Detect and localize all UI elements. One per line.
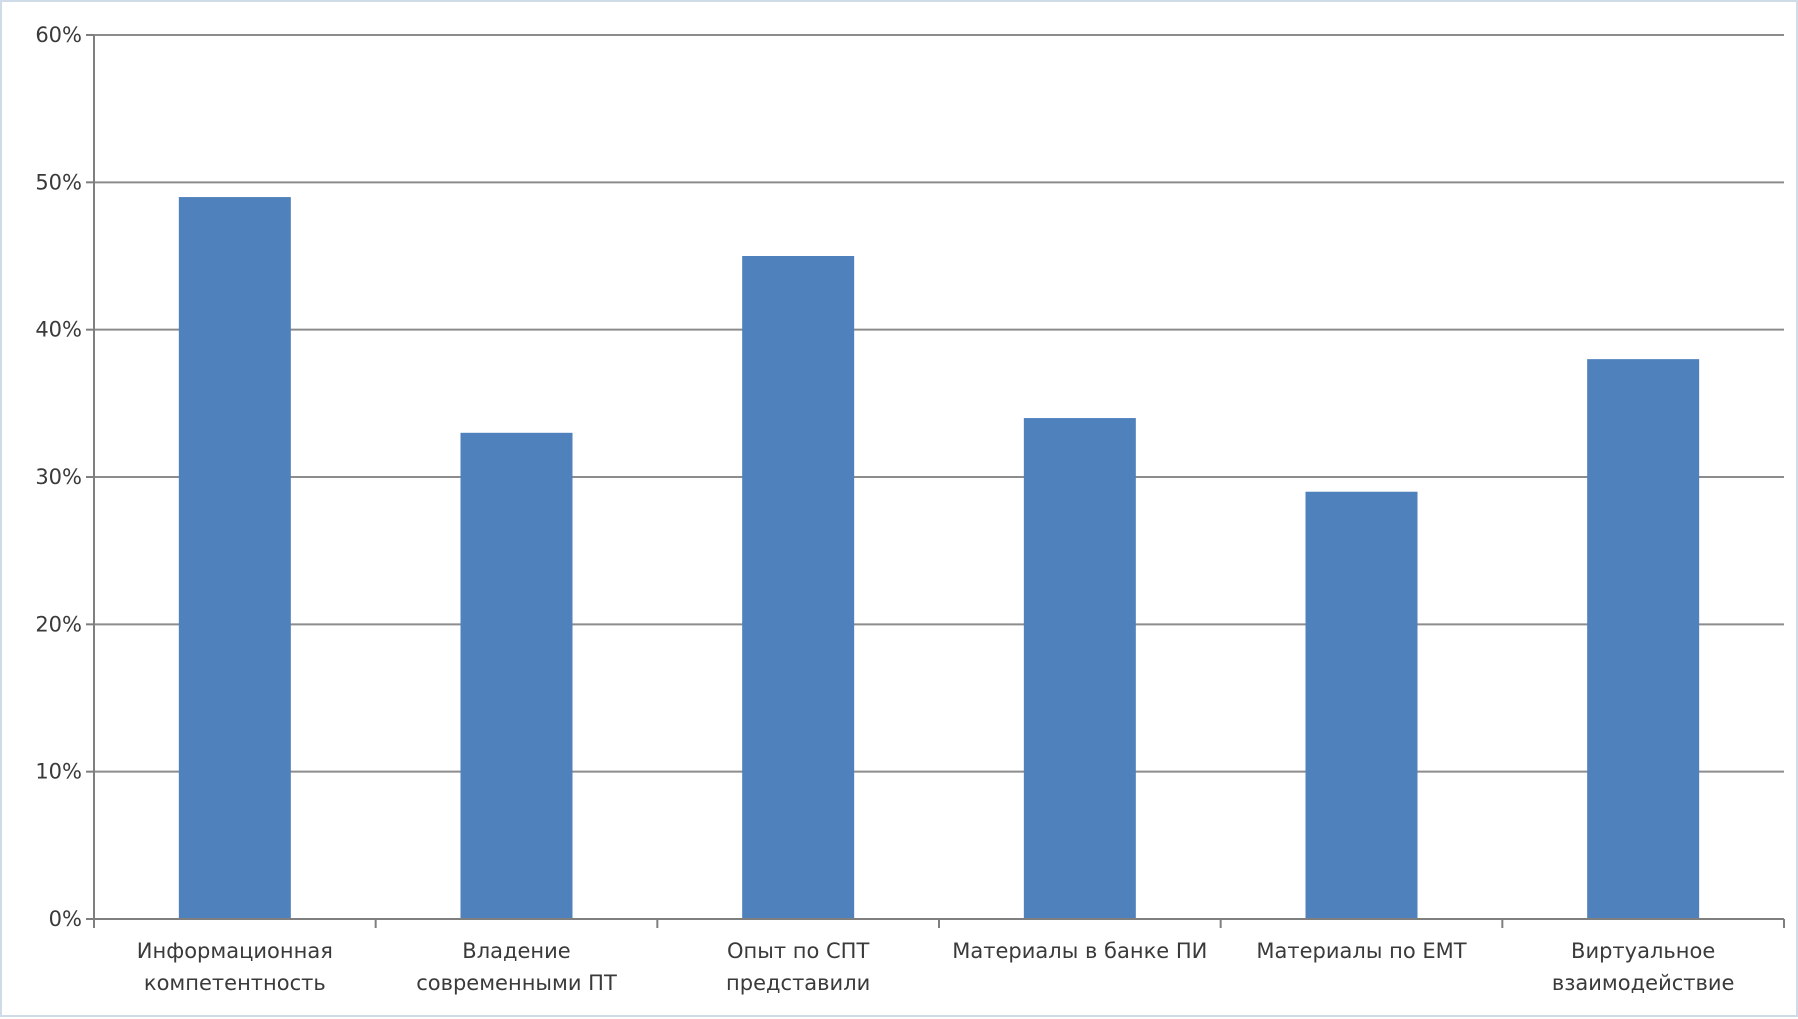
x-category-label: Материалы в банке ПИ [952,939,1207,963]
x-category-labels: Информационная компетентность Владение совр… [137,939,1735,995]
x-category-label: Информационная компетентность [137,939,333,995]
y-tick-labels: 0% 10% 20% 30% 40% 50% 60% [35,23,82,931]
y-tick-label: 50% [35,170,82,194]
y-tick-label: 60% [35,23,82,47]
x-category-label: Виртуальное взаимодействие [1552,939,1735,995]
bars [178,197,1700,920]
x-category-label: Материалы по ЕМТ [1256,939,1466,963]
bar [1023,418,1136,919]
bar [1587,359,1700,920]
bar [742,256,855,919]
y-tick-label: 10% [35,760,82,784]
y-tick-label: 30% [35,465,82,489]
x-category-label: Владение современными ПТ [416,939,617,995]
axes [86,34,1785,928]
y-tick-label: 40% [35,318,82,342]
gridlines [94,34,1784,773]
x-category-label: Опыт по СПТ представили [726,939,870,995]
bar [178,197,291,920]
bar [460,432,573,919]
y-tick-label: 20% [35,612,82,636]
y-tick-label: 0% [49,907,82,931]
bar [1305,491,1418,919]
